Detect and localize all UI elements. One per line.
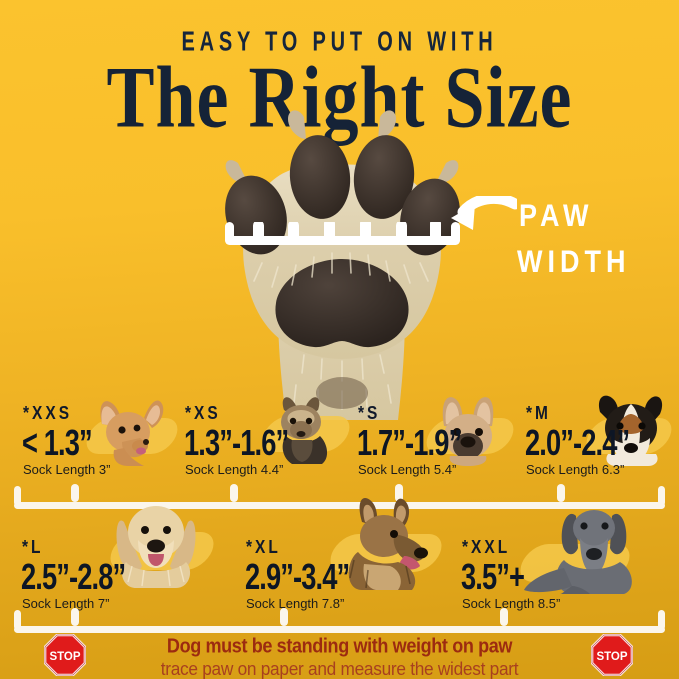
size-code: *XS: [185, 402, 221, 423]
curved-arrow-left-icon: [449, 192, 521, 244]
size-cell-xs[interactable]: *XS 1.3”-1.6” Sock Length 4.4”: [172, 392, 356, 504]
sock-length: Sock Length 6.3”: [526, 462, 625, 477]
footer-line-2: trace paw on paper and measure the wides…: [160, 659, 519, 679]
size-range: 1.3”-1.6”: [184, 422, 289, 464]
headline-kicker: EASY TO PUT ON WITH: [181, 26, 498, 58]
size-code: *XL: [246, 536, 281, 557]
size-cell-xl[interactable]: *XL 2.9”-3.4” Sock Length 7.8”: [232, 498, 448, 630]
size-row-top: *XXS < 1.3” Sock Length 3”: [0, 392, 679, 504]
sock-length: Sock Length 3”: [23, 462, 111, 477]
size-cell-s[interactable]: *S 1.7”-1.9” Sock Length 5.4”: [344, 392, 520, 504]
footer-warning: STOP Dog must be standing with weight on…: [0, 620, 679, 679]
size-range: 2.5”-2.8”: [21, 556, 126, 598]
sock-length: Sock Length 8.5”: [462, 596, 561, 611]
size-range: < 1.3”: [22, 422, 93, 464]
size-row-bottom: *L 2.5”-2.8” Sock Length 7”: [0, 498, 679, 630]
dog-photo-yorkshire-terrier: [266, 392, 344, 466]
stop-sign-icon-left: STOP: [43, 633, 87, 677]
stop-sign-label: STOP: [49, 651, 80, 663]
size-range: 2.9”-3.4”: [245, 556, 350, 598]
dog-photo-french-bulldog: [430, 392, 508, 466]
size-ruler-bottom: [14, 602, 665, 636]
size-code: *L: [22, 536, 44, 557]
dog-photo-bernese-mountain-dog: [590, 392, 668, 466]
footer-line-1: Dog must be standing with weight on paw: [166, 635, 513, 658]
size-ruler-top: [14, 478, 665, 512]
footer-text-block: Dog must be standing with weight on paw …: [103, 635, 576, 679]
size-code: *XXL: [462, 536, 511, 557]
size-cell-xxl[interactable]: *XXL 3.5”+ Sock Length 8.5”: [448, 510, 679, 630]
size-range: 3.5”+: [461, 556, 525, 598]
dog-photo-german-shepherd: [328, 494, 434, 590]
size-cell-l[interactable]: *L 2.5”-2.8” Sock Length 7”: [0, 506, 232, 630]
size-code: *S: [358, 402, 381, 423]
sock-length: Sock Length 7”: [22, 596, 110, 611]
stop-sign-icon-right: STOP: [590, 633, 634, 677]
sock-length: Sock Length 7.8”: [246, 596, 345, 611]
size-range: 1.7”-1.9”: [357, 422, 462, 464]
callout-line-2: WIDTH: [517, 243, 631, 280]
dog-paw-photo: [208, 105, 476, 420]
dog-photo-great-dane: [520, 498, 642, 594]
dog-photo-golden-retriever: [108, 496, 204, 588]
size-range: 2.0”-2.4”: [525, 422, 630, 464]
page-title: The Right Size: [106, 48, 573, 146]
sock-length: Sock Length 4.4”: [185, 462, 284, 477]
dog-photo-chihuahua: [88, 394, 166, 468]
stop-sign-label: STOP: [596, 651, 627, 663]
size-cell-xxs[interactable]: *XXS < 1.3” Sock Length 3”: [0, 392, 184, 504]
size-code: *XXS: [23, 402, 73, 423]
size-code: *M: [526, 402, 551, 423]
paw-width-callout: PAW WIDTH: [517, 193, 631, 285]
size-cell-m[interactable]: *M 2.0”-2.4” Sock Length 6.3”: [512, 392, 679, 504]
callout-line-1: PAW: [519, 197, 594, 234]
sock-length: Sock Length 5.4”: [358, 462, 457, 477]
